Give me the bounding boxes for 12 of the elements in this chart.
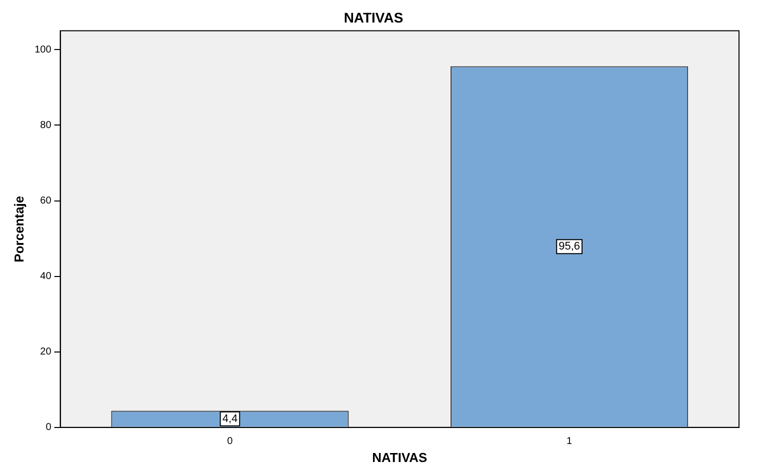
y-tick-label: 20 [40, 346, 52, 358]
y-tick-label: 100 [34, 44, 52, 56]
chart-title: NATIVAS [344, 9, 404, 26]
y-axis-title: Porcentaje [11, 196, 26, 262]
y-tick-label: 0 [46, 422, 52, 434]
y-tick-label: 40 [40, 271, 52, 282]
y-tick-label: 60 [40, 196, 52, 207]
data-label: 4,4 [222, 412, 238, 425]
y-tick-label: 80 [40, 120, 52, 131]
x-tick-label: 1 [566, 436, 573, 448]
x-axis-title: NATIVAS [372, 450, 428, 465]
data-label: 95,6 [558, 240, 580, 253]
